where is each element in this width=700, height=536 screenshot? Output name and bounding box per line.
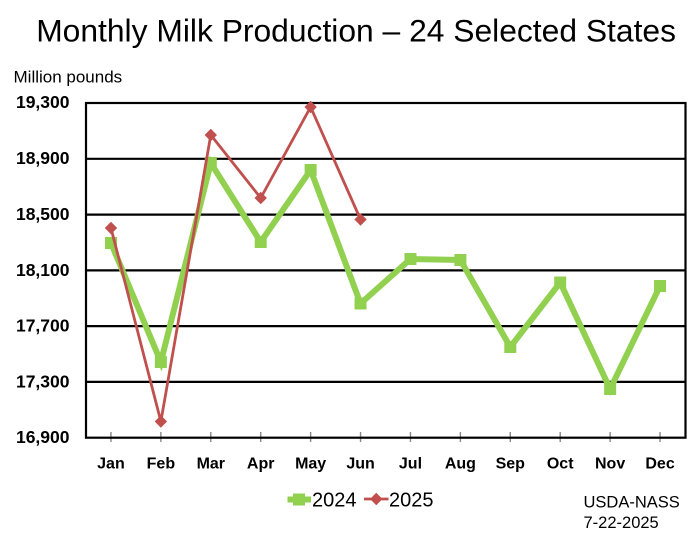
svg-text:2025: 2025 [389,490,434,512]
svg-text:17,300: 17,300 [16,371,70,391]
svg-text:16,900: 16,900 [16,427,70,447]
svg-text:Jul: Jul [399,456,422,473]
svg-text:7-22-2025: 7-22-2025 [584,514,659,532]
svg-text:Million pounds: Million pounds [14,68,123,87]
svg-text:Apr: Apr [247,456,275,473]
svg-text:Feb: Feb [147,456,176,473]
svg-text:Jun: Jun [346,456,374,473]
svg-text:May: May [295,456,326,473]
svg-text:Mar: Mar [197,456,225,473]
svg-text:Jan: Jan [97,456,125,473]
svg-text:Monthly Milk Production – 24 S: Monthly Milk Production – 24 Selected St… [36,13,676,49]
svg-text:Sep: Sep [496,456,526,473]
svg-text:USDA-NASS: USDA-NASS [584,494,680,512]
svg-text:Dec: Dec [645,456,674,473]
svg-text:Nov: Nov [595,456,625,473]
svg-text:2024: 2024 [312,490,357,512]
svg-text:Oct: Oct [547,456,574,473]
svg-text:18,500: 18,500 [16,204,70,224]
svg-text:Aug: Aug [445,456,476,473]
svg-text:17,700: 17,700 [16,316,70,336]
svg-text:18,100: 18,100 [16,260,70,280]
svg-text:18,900: 18,900 [16,148,70,168]
svg-text:19,300: 19,300 [16,92,70,112]
